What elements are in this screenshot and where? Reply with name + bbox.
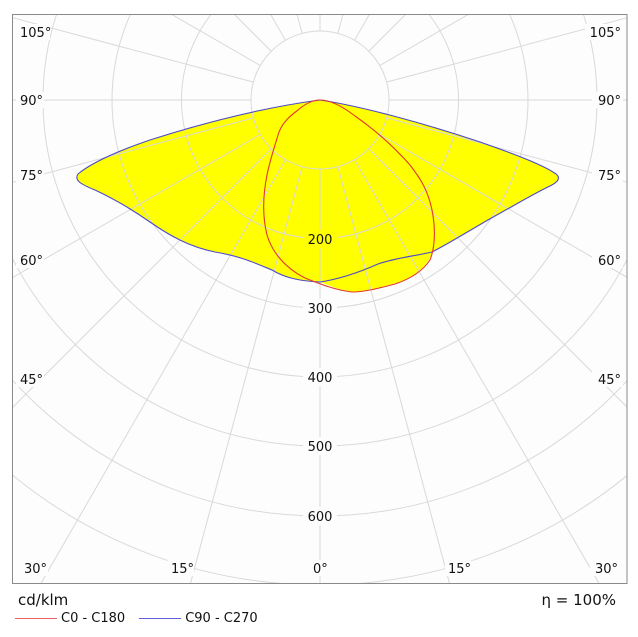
legend-item-c0-c180: C0 - C180 (15, 611, 125, 626)
angle-labels-left: 105° 90° 75° 60° 45° 30° (16, 24, 51, 577)
radial-label-300: 300 (308, 302, 333, 317)
grid-spoke (189, 166, 303, 584)
grid-spoke (368, 148, 627, 408)
grid-spoke (386, 117, 627, 183)
grid-spoke (12, 148, 272, 409)
legend-item-c90-c270: C90 - C270 (139, 611, 258, 626)
radial-label-500: 500 (308, 440, 333, 455)
c90-c270-curve (76, 99, 559, 283)
angle-label-105-right: 105° (590, 26, 621, 41)
radial-label-400: 400 (308, 371, 333, 386)
grid-spoke (354, 159, 600, 584)
angle-label-75-left: 75° (20, 169, 43, 184)
radial-label-600: 600 (308, 510, 333, 525)
grid-spoke (12, 117, 254, 183)
angle-label-45-right: 45° (598, 373, 621, 388)
efficiency-label: η = 100% (541, 591, 617, 609)
legend-label: C0 - C180 (61, 611, 126, 626)
angle-label-90-left: 90° (20, 94, 43, 109)
unit-label: cd/klm (18, 591, 69, 609)
grid-spoke (12, 134, 261, 279)
angle-label-15-bottom-right: 15° (448, 562, 471, 577)
angle-label-105-left: 105° (20, 26, 51, 41)
c0-c180-curve (263, 99, 435, 293)
legend-label: C90 - C270 (185, 611, 258, 626)
legend-swatch-red (15, 618, 57, 619)
angle-label-0-bottom: 0° (313, 562, 328, 577)
angle-label-30-right: 30° (595, 562, 618, 577)
plot-frame (12, 14, 628, 584)
angle-label-60-left: 60° (20, 254, 43, 269)
angle-label-30-left: 30° (24, 562, 47, 577)
angle-label-90-right: 90° (598, 94, 621, 109)
angle-label-45-left: 45° (20, 373, 43, 388)
grid-spoke (12, 17, 254, 83)
angle-label-60-right: 60° (598, 254, 621, 269)
angle-label-15-bottom-left: 15° (171, 562, 194, 577)
legend: C0 - C180 C90 - C270 (15, 611, 272, 626)
candela-fill-area (76, 100, 559, 292)
grid-spoke (386, 17, 627, 83)
radial-axis-labels: 200 300 400 500 600 (303, 230, 337, 525)
legend-swatch-blue (139, 618, 182, 619)
grid-spoke (379, 134, 627, 278)
radial-label-200: 200 (308, 233, 333, 248)
angle-label-75-right: 75° (598, 169, 621, 184)
grid-spoke (40, 159, 286, 584)
angle-labels-bottom: 15° 0° 15° (168, 560, 471, 577)
angle-labels-right: 105° 90° 75° 60° 45° 30° (585, 24, 623, 577)
